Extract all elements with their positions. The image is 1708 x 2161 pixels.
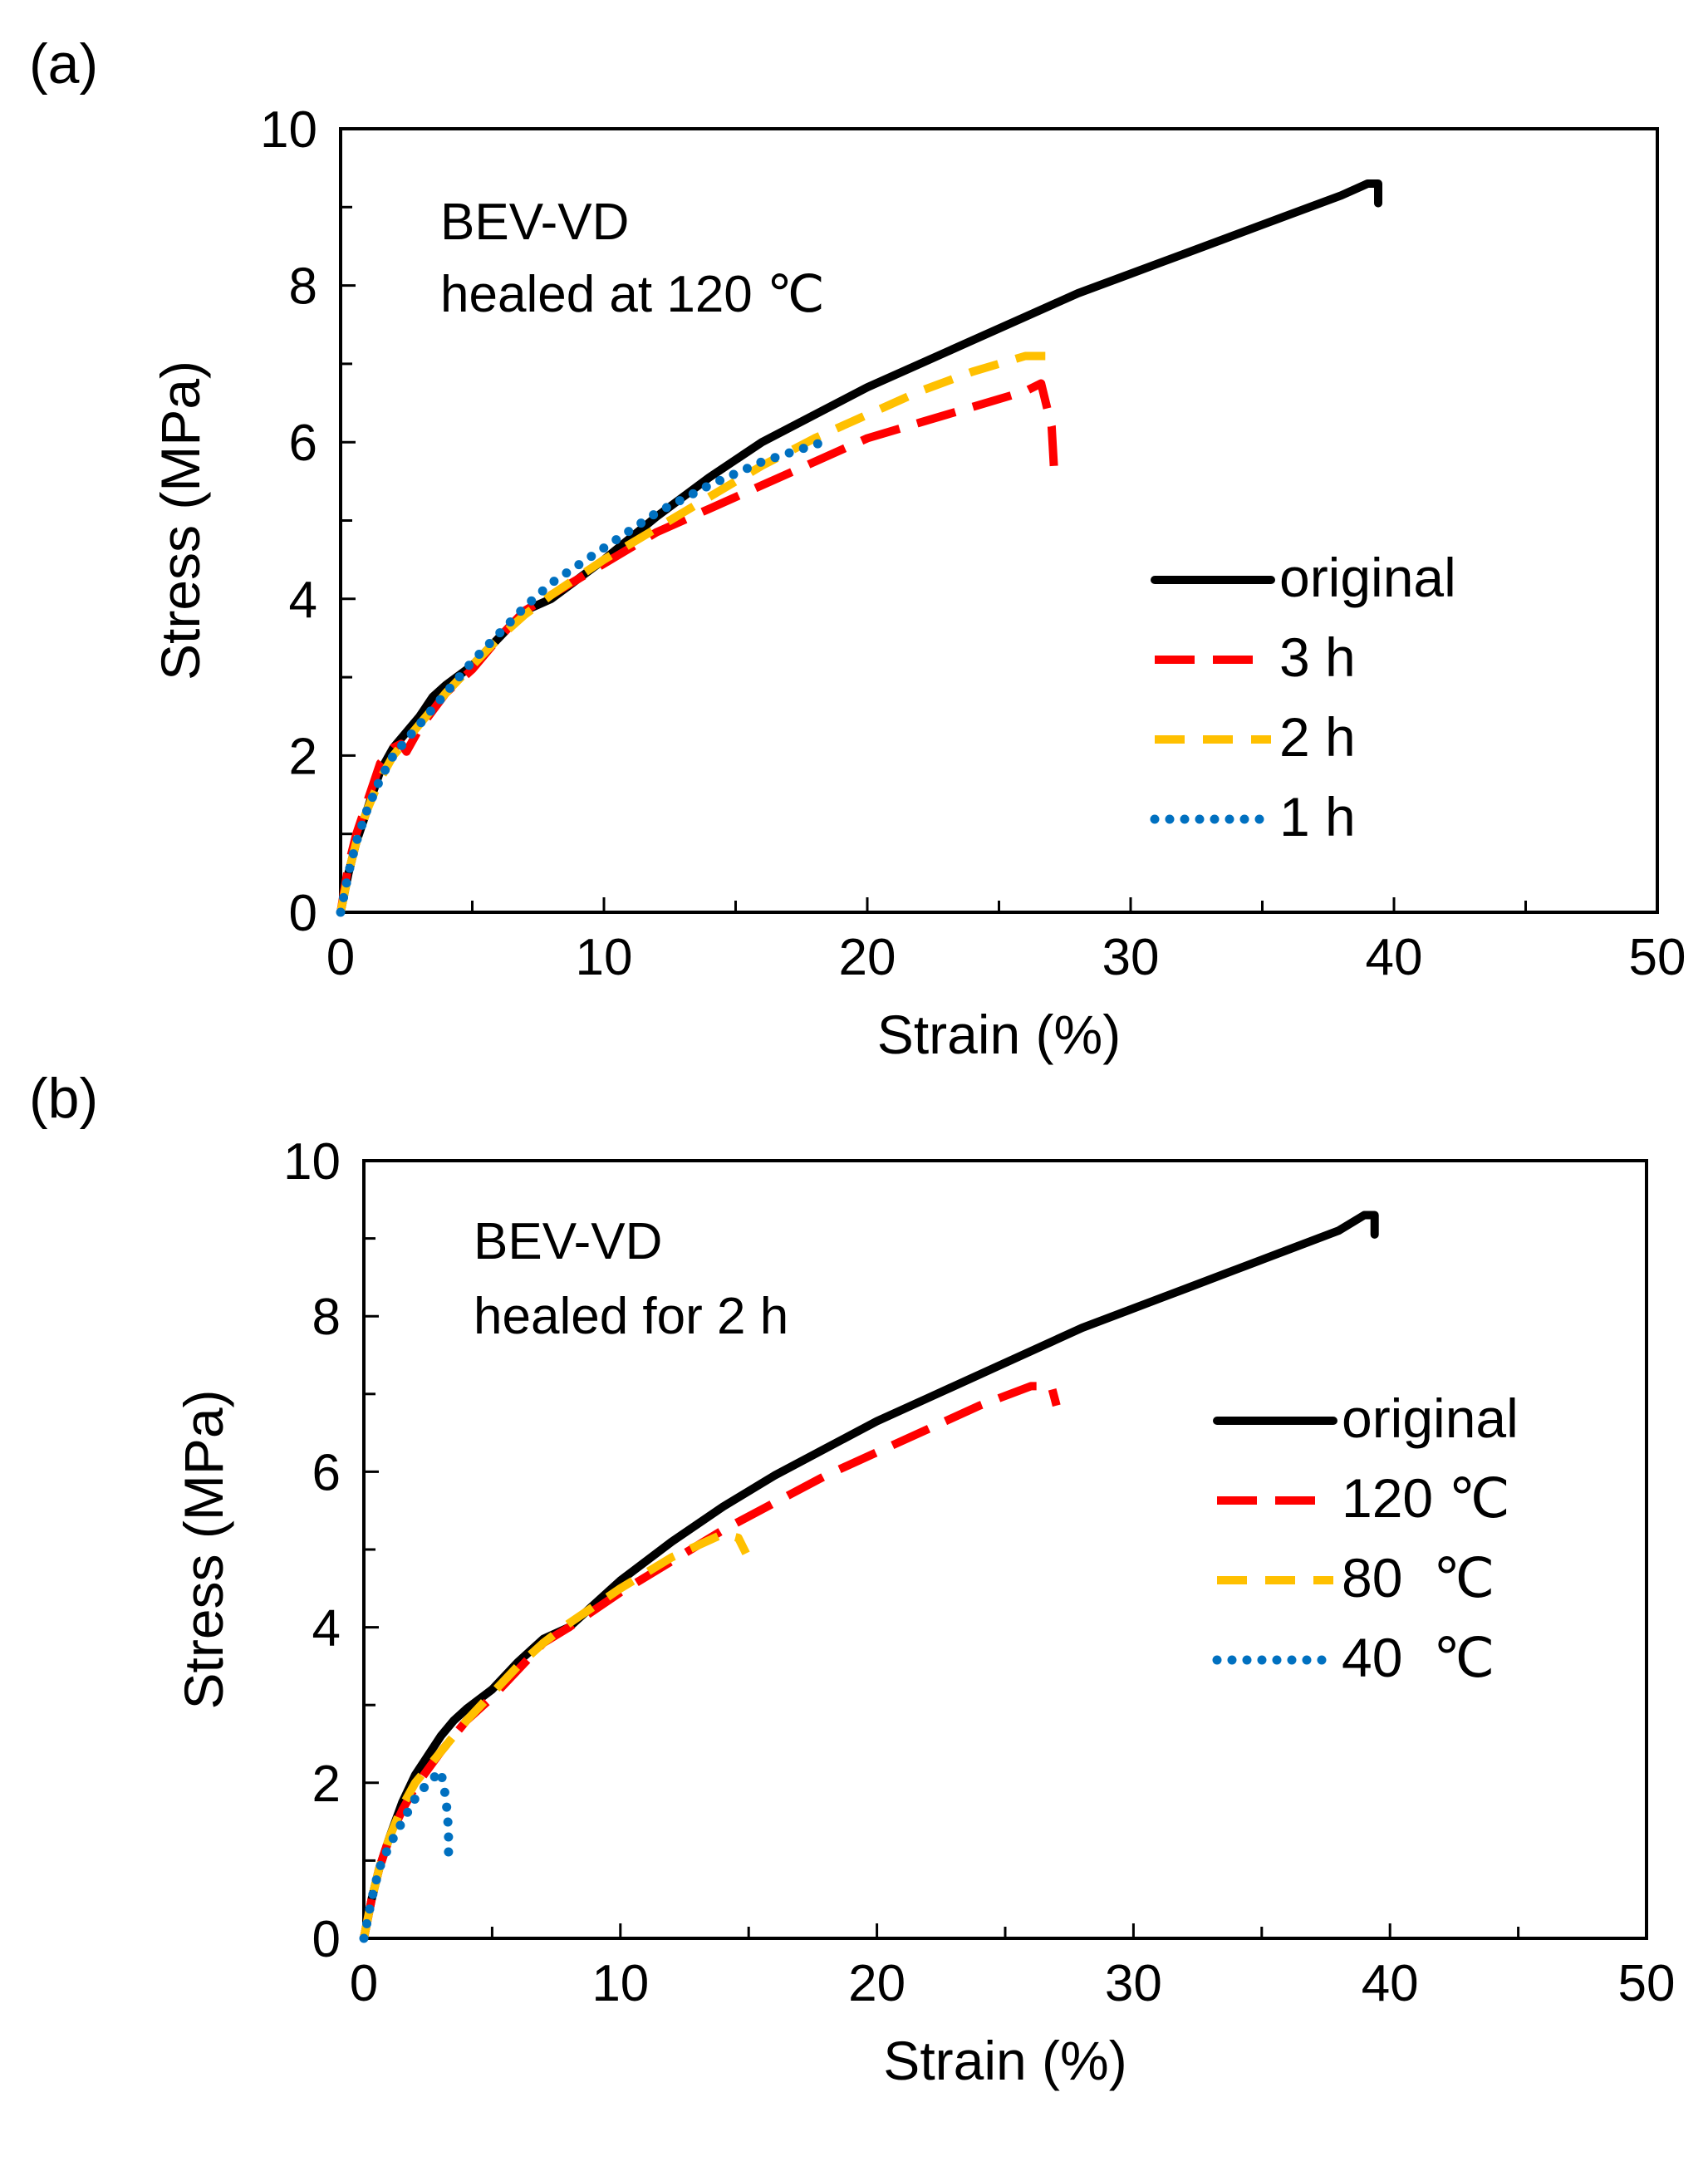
legend-label: 80 ℃ xyxy=(1342,1547,1494,1608)
y-tick-label: 6 xyxy=(312,1444,341,1501)
legend-label: 40 ℃ xyxy=(1342,1627,1494,1688)
legend-label: 2 h xyxy=(1279,706,1356,768)
x-tick-label: 20 xyxy=(839,929,896,986)
series-line xyxy=(336,437,827,917)
x-tick-label: 0 xyxy=(350,1955,378,2012)
panel-b: 0 10 20 30 40 50 0 2 4 6 8 10 Strain (%) Stress (MPa)… xyxy=(29,1067,1675,2091)
x-tick-label: 20 xyxy=(848,1955,906,2012)
annotation-text: BEV-VD xyxy=(474,1213,662,1270)
y-tick-label: 2 xyxy=(289,728,317,785)
y-tick-label: 6 xyxy=(289,415,317,472)
y-axis-title: Stress (MPa) xyxy=(173,1389,234,1709)
x-tick-label: 30 xyxy=(1102,929,1160,986)
x-axis-title: Strain (%) xyxy=(883,2030,1126,2091)
y-axis-title: Stress (MPa) xyxy=(150,361,211,680)
annotation-text: healed for 2 h xyxy=(474,1288,788,1345)
series-line xyxy=(336,351,1047,913)
legend-label: 3 h xyxy=(1279,626,1356,688)
y-tick-label: 10 xyxy=(283,1133,341,1191)
x-tick-label: 30 xyxy=(1105,1955,1162,2012)
y-tick-label: 2 xyxy=(312,1756,341,1813)
panel-label: (b) xyxy=(29,1067,98,1130)
x-tick-label: 50 xyxy=(1629,929,1686,986)
annotation-text: BEV-VD xyxy=(440,194,629,251)
x-tick-label: 10 xyxy=(591,1955,649,2012)
x-tick-label: 50 xyxy=(1618,1955,1676,2012)
y-tick-label: 8 xyxy=(289,258,317,316)
series-line xyxy=(360,1211,1379,1942)
series-line xyxy=(336,379,1059,913)
y-tick-label: 8 xyxy=(312,1289,341,1346)
legend-label: 120 ℃ xyxy=(1342,1467,1510,1529)
series-line xyxy=(359,1766,454,1943)
legend-label: original xyxy=(1342,1387,1519,1449)
panel-a: 0 10 20 30 40 50 0 2 4 6 8 10 Strain (%) Stress (MPa)… xyxy=(29,32,1686,1065)
x-axis-title: Strain (%) xyxy=(877,1004,1121,1065)
panel-label: (a) xyxy=(29,32,98,96)
x-tick-label: 10 xyxy=(576,929,633,986)
y-tick-label: 4 xyxy=(289,572,317,629)
annotation-text: healed at 120 ℃ xyxy=(440,266,825,323)
y-tick-label: 4 xyxy=(312,1600,341,1658)
y-tick-label: 0 xyxy=(289,885,317,942)
series-line xyxy=(360,1530,750,1939)
y-tick-label: 0 xyxy=(312,1911,341,1968)
legend-label: original xyxy=(1279,547,1456,608)
series-line xyxy=(360,1382,1061,1939)
x-tick-label: 40 xyxy=(1362,1955,1419,2012)
y-tick-label: 10 xyxy=(260,101,317,159)
legend-label: 1 h xyxy=(1279,786,1356,847)
x-tick-label: 40 xyxy=(1366,929,1423,986)
x-tick-label: 0 xyxy=(326,929,355,986)
